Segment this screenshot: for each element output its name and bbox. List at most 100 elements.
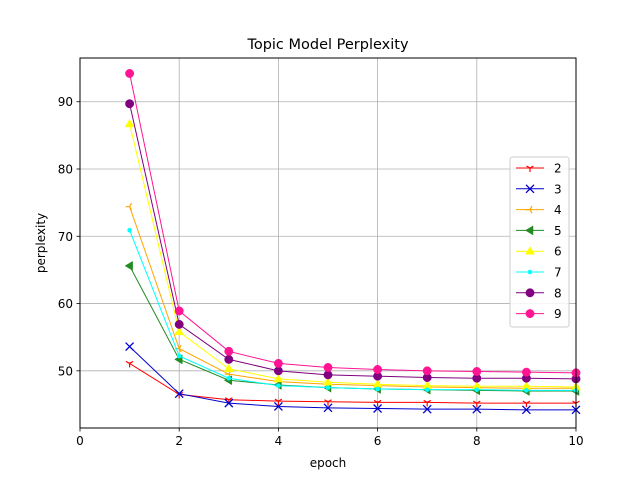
y-tick-label: 50: [58, 364, 73, 378]
data-point: [522, 400, 531, 408]
series-8: [125, 99, 581, 384]
data-point: [125, 202, 133, 211]
data-point: [124, 260, 133, 271]
data-point: [422, 366, 432, 376]
data-point: [373, 365, 383, 374]
data-point: [325, 385, 331, 390]
data-point: [474, 387, 480, 392]
legend-marker: [526, 165, 534, 172]
legend-label: 6: [554, 245, 562, 259]
data-point: [323, 377, 333, 386]
data-point: [274, 398, 283, 406]
data-point: [472, 404, 482, 414]
legend-marker: [525, 309, 535, 319]
data-point: [125, 342, 135, 352]
series-7: [127, 227, 579, 393]
x-tick-label: 2: [175, 434, 183, 448]
data-point: [125, 99, 135, 109]
data-point: [423, 399, 431, 407]
data-point: [273, 358, 283, 368]
legend-marker: [526, 205, 533, 214]
y-axis-label: perplexity: [34, 213, 48, 273]
series-line: [129, 362, 576, 404]
data-point: [125, 360, 134, 368]
data-point: [273, 373, 284, 383]
data-point: [276, 383, 281, 388]
data-point: [124, 118, 135, 128]
legend-item-8: 8: [516, 286, 562, 300]
legend-item-5: 5: [516, 224, 562, 238]
data-point: [223, 363, 234, 373]
data-point: [224, 354, 234, 364]
series-line: [129, 206, 576, 389]
data-point: [174, 306, 184, 316]
grid: [80, 58, 576, 428]
data-point: [323, 363, 333, 372]
legend-marker: [525, 246, 535, 255]
series-line: [129, 73, 577, 374]
data-point: [373, 399, 382, 407]
data-point: [224, 346, 234, 356]
data-point: [323, 370, 333, 380]
data-point: [524, 388, 529, 393]
plot-area: [79, 57, 581, 429]
legend-item-6: 6: [516, 245, 562, 259]
data-point: [323, 403, 333, 413]
x-tick-label: 0: [76, 434, 84, 448]
x-axis-label: epoch: [310, 456, 347, 470]
data-point: [174, 326, 185, 336]
legend-box: [509, 156, 570, 328]
series-group: [124, 69, 581, 415]
y-axis: 50 60 70 80 90: [58, 95, 80, 378]
legend-marker: [525, 288, 535, 298]
series-6: [124, 118, 581, 391]
data-point: [176, 353, 182, 359]
y-tick-label: 70: [58, 230, 73, 244]
legend-item-7: 7: [516, 266, 562, 280]
legend-marker: [525, 225, 534, 236]
data-point: [125, 69, 135, 78]
legend-label: 2: [554, 162, 562, 176]
y-tick-label: 90: [58, 95, 73, 109]
legend-item-4: 4: [516, 203, 562, 217]
series-line: [129, 230, 576, 391]
x-tick-label: 10: [568, 434, 583, 448]
chart-title: Topic Model Perplexity: [246, 37, 409, 53]
data-point: [521, 405, 531, 415]
legend-label: 3: [554, 182, 562, 196]
series-line: [129, 123, 577, 388]
series-3: [125, 342, 581, 415]
x-tick-label: 6: [374, 434, 382, 448]
data-point: [174, 389, 184, 399]
data-point: [324, 399, 332, 406]
data-point: [473, 400, 481, 408]
x-tick-label: 4: [275, 434, 283, 448]
y-tick-label: 60: [58, 297, 73, 311]
data-point: [273, 366, 283, 376]
legend-marker: [525, 184, 535, 194]
legend-item-2: 2: [516, 162, 562, 176]
y-tick-label: 80: [58, 163, 73, 177]
x-axis: 0 2 4 6 8 10: [76, 428, 584, 448]
data-point: [226, 375, 232, 381]
data-point: [373, 404, 383, 413]
legend-item-3: 3: [516, 182, 562, 196]
data-point: [273, 402, 283, 411]
legend-label: 5: [554, 224, 562, 238]
legend-label: 7: [554, 266, 562, 280]
data-point: [375, 386, 380, 392]
legend-label: 4: [554, 203, 562, 217]
legend: 2 3 4 5 6 7 8 9: [509, 156, 570, 328]
data-point: [472, 367, 482, 376]
plot-frame: [79, 57, 577, 429]
legend-item-9: 9: [516, 307, 562, 321]
data-point: [127, 227, 132, 233]
legend-label: 8: [554, 286, 562, 300]
data-point: [174, 319, 184, 329]
data-point: [224, 398, 234, 408]
data-point: [424, 387, 430, 392]
legend-marker: [527, 269, 533, 275]
legend-label: 9: [554, 307, 562, 321]
series-line: [129, 103, 577, 380]
